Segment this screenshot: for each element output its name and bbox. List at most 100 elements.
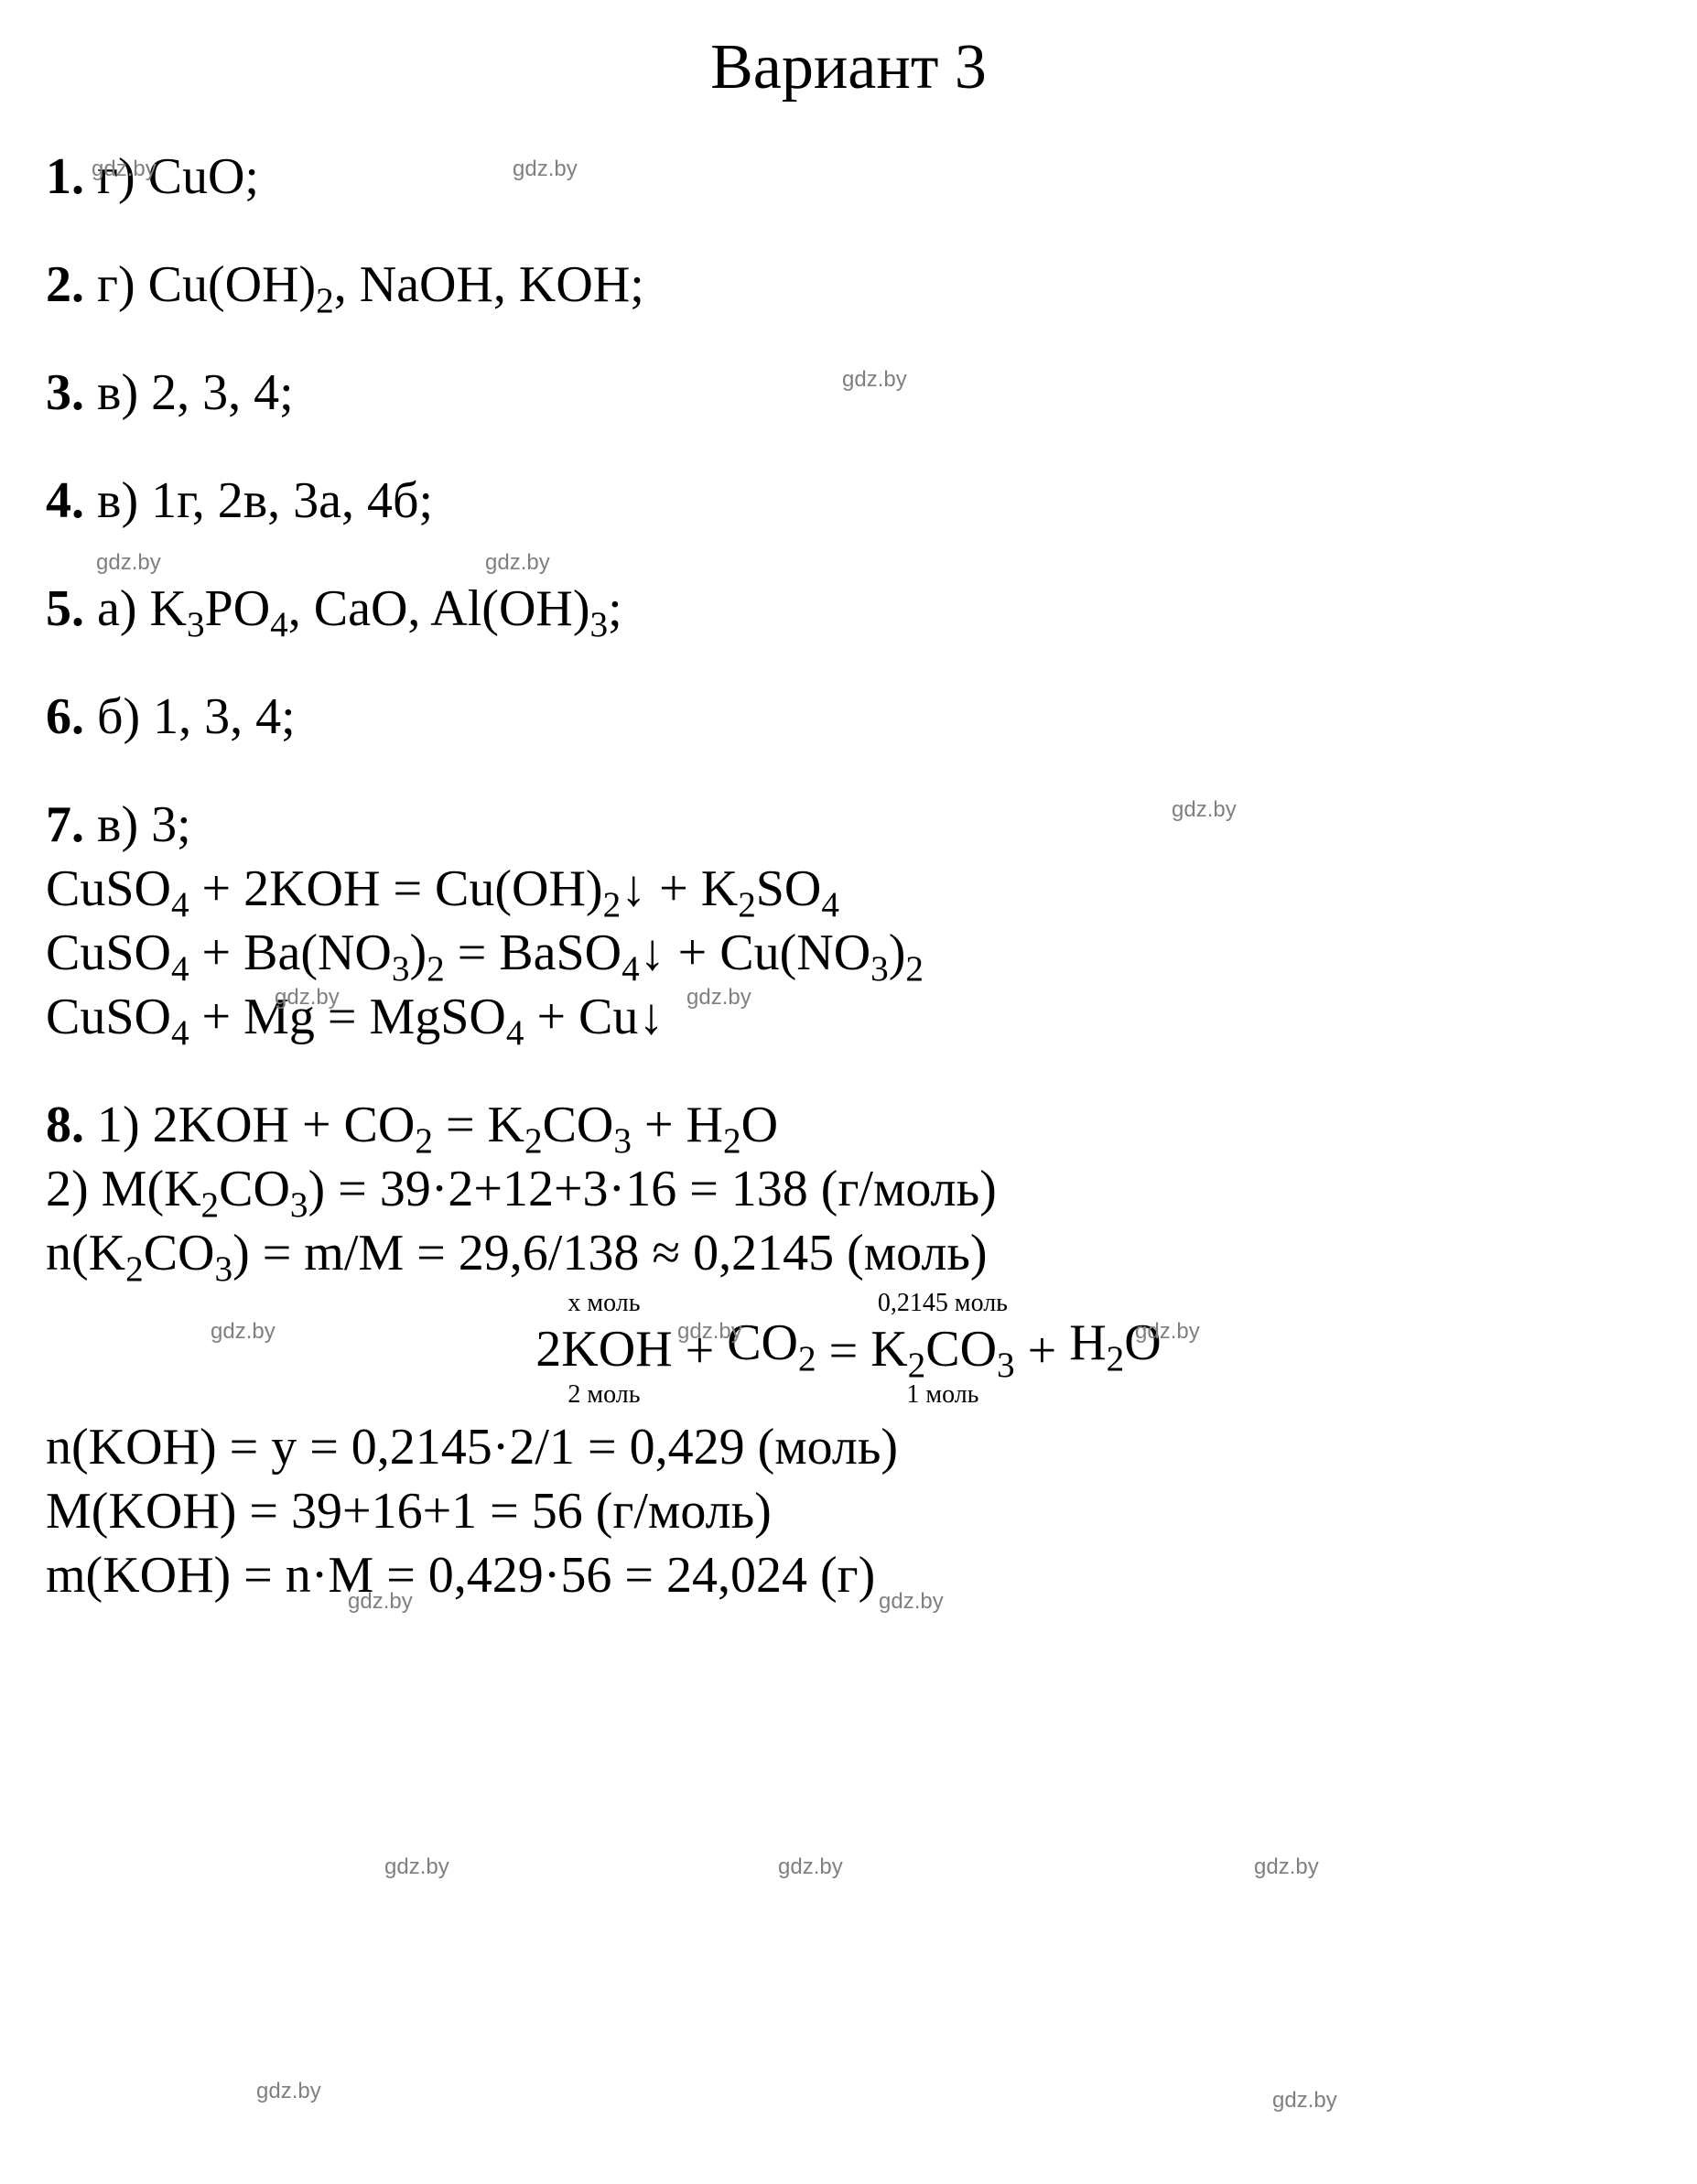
watermark-text: gdz.by: [778, 1854, 843, 1881]
q8-l1-s3: 3: [613, 1121, 632, 1161]
q7-eq1-s4: 4: [821, 885, 839, 924]
q8-number: 8.: [46, 1097, 84, 1153]
stoich-k2co3-a: K: [870, 1321, 907, 1378]
q7-eq2: CuSO4 + Ba(NO3)2 = BaSO4↓ + Cu(NO3)2: [46, 921, 1651, 985]
q7-eq2-s5: 3: [870, 949, 889, 989]
q7-eq2-s1: 4: [171, 949, 189, 989]
q8-l1-s2: 2: [524, 1121, 543, 1161]
q3-answer: в) 2, 3, 4;: [97, 364, 294, 421]
stoich-above-0.2145: 0,2145 моль: [878, 1290, 1008, 1318]
question-6: 6. б) 1, 3, 4;: [46, 685, 1651, 749]
q7-eq1-d: SO: [756, 860, 822, 917]
q8-l6: M(KOH) = 39+16+1 = 56 (г/моль): [46, 1479, 1651, 1543]
q8-l2-s2: 3: [290, 1185, 308, 1225]
q8-l1-s4: 2: [723, 1121, 741, 1161]
q8-l1-d: + H: [632, 1097, 723, 1153]
stoich-koh-main: 2KOH: [535, 1317, 672, 1381]
stoich-h2o-s: 2: [1107, 1339, 1125, 1379]
page-root: Вариант 3 1. г) CuO; 2. г) Cu(OH)2, NaOH…: [0, 0, 1697, 2184]
stoich-co2-s: 2: [798, 1339, 816, 1379]
stoich-h2o-b: O: [1124, 1314, 1161, 1371]
q5-sub3: 3: [187, 605, 205, 644]
stoich-below-1mol: 1 моль: [906, 1381, 978, 1410]
q7-eq2-f: ): [889, 924, 906, 981]
q8-l3-s2: 3: [214, 1249, 232, 1289]
q6-number: 6.: [46, 688, 84, 745]
question-8: 8. 1) 2KOH + CO2 = K2CO3 + H2O 2) M(K2CO…: [46, 1093, 1651, 1607]
q7-eq3-c: + Cu↓: [524, 989, 664, 1045]
stoich-above-x: х моль: [567, 1290, 640, 1318]
q8-l3-b: CO: [144, 1225, 215, 1281]
question-4: 4. в) 1г, 2в, 3а, 4б;: [46, 469, 1651, 533]
question-7: 7. в) 3; CuSO4 + 2KOH = Cu(OH)2↓ + K2SO4…: [46, 793, 1651, 1049]
q8-stoich-equation: х моль 2KOH 2 моль .+. CO2 .=. 0,2145 мо…: [46, 1285, 1651, 1415]
q7-eq1-s1: 4: [171, 885, 189, 924]
page-title: Вариант 3: [46, 27, 1651, 108]
stoich-term-h2o: H2O: [1069, 1285, 1162, 1400]
q5-sub3b: 3: [589, 605, 608, 644]
q8-l3-s1: 2: [125, 1249, 144, 1289]
q7-eq1-a: CuSO: [46, 860, 171, 917]
plus-icon: .+.: [686, 1287, 715, 1415]
q7-eq2-d: = BaSO: [445, 924, 622, 981]
q2-sub2: 2: [316, 281, 334, 320]
q8-l1-a: 1) 2KOH + CO: [97, 1097, 415, 1153]
q8-l7: m(KOH) = n·M = 0,429·56 = 24,024 (г): [46, 1543, 1651, 1607]
question-2: 2. г) Cu(OH)2, NaOH, KOH;: [46, 253, 1651, 317]
q7-eq1: CuSO4 + 2KOH = Cu(OH)2↓ + K2SO4: [46, 857, 1651, 921]
q7-eq2-a: CuSO: [46, 924, 171, 981]
watermark-text: gdz.by: [1254, 1854, 1319, 1881]
q8-l3-a: n(K: [46, 1225, 125, 1281]
q7-eq2-c: ): [409, 924, 427, 981]
stoich-term-co2: CO2: [727, 1285, 816, 1400]
q7-number: 7.: [46, 796, 84, 853]
q8-l3-c: ) = m/M = 29,6/138 ≈ 0,2145 (моль): [232, 1225, 988, 1281]
q7-eq2-b: + Ba(NO: [189, 924, 392, 981]
q2-text-a: г) Cu(OH): [97, 256, 316, 313]
q8-l1-b: = K: [433, 1097, 524, 1153]
q5-d: ;: [608, 580, 622, 637]
watermark-text: gdz.by: [256, 2078, 321, 2105]
q8-l5: n(KOH) = y = 0,2145·2/1 = 0,429 (моль): [46, 1415, 1651, 1479]
q7-eq3-b: + Mg = MgSO: [189, 989, 506, 1045]
question-5: 5. а) K3PO4, CaO, Al(OH)3;: [46, 577, 1651, 641]
q7-eq2-s3: 2: [427, 949, 445, 989]
watermark-text: gdz.by: [1272, 2087, 1337, 2114]
q6-answer: б) 1, 3, 4;: [97, 688, 296, 745]
q7-eq1-s3: 2: [738, 885, 756, 924]
watermark-text: gdz.by: [384, 1854, 449, 1881]
q7-eq1-b: + 2KOH = Cu(OH): [189, 860, 603, 917]
q7-eq2-s2: 3: [392, 949, 410, 989]
q7-answer: в) 3;: [97, 796, 191, 853]
q5-b: PO: [205, 580, 271, 637]
q7-eq1-s2: 2: [603, 885, 622, 924]
q2-number: 2.: [46, 256, 84, 313]
q7-eq3-s2: 4: [506, 1013, 524, 1053]
q4-answer: в) 1г, 2в, 3а, 4б;: [97, 472, 433, 529]
stoich-term-koh: х моль 2KOH 2 моль: [535, 1290, 672, 1411]
q7-eq3: CuSO4 + Mg = MgSO4 + Cu↓: [46, 985, 1651, 1049]
q8-l2-s1: 2: [201, 1185, 220, 1225]
q7-eq2-s6: 2: [905, 949, 924, 989]
stoich-below-2mol: 2 моль: [567, 1381, 640, 1410]
stoich-k2co3-s1: 2: [908, 1346, 926, 1385]
stoich-term-k2co3: 0,2145 моль K2CO3 1 моль: [870, 1290, 1014, 1411]
watermark-text: gdz.by: [96, 549, 161, 577]
q7-eq2-s4: 4: [622, 949, 640, 989]
q4-number: 4.: [46, 472, 84, 529]
q5-number: 5.: [46, 580, 84, 637]
q5-c: , CaO, Al(OH): [288, 580, 590, 637]
equals-icon: .=.: [829, 1287, 859, 1415]
plus-icon-2: .+.: [1028, 1287, 1057, 1415]
q7-eq3-s1: 4: [171, 1013, 189, 1053]
stoich-k2co3-b: CO: [925, 1321, 997, 1378]
q5-a: а) K: [97, 580, 187, 637]
q7-eq2-e: ↓ + Cu(NO: [640, 924, 870, 981]
q1-number: 1.: [46, 148, 84, 205]
stoich-co2-a: CO: [727, 1314, 798, 1371]
q1-answer: г) CuO;: [97, 148, 259, 205]
question-1: 1. г) CuO;: [46, 145, 1651, 209]
q8-l1-e: O: [741, 1097, 778, 1153]
q5-sub4: 4: [270, 605, 288, 644]
stoich-h2o-a: H: [1069, 1314, 1106, 1371]
